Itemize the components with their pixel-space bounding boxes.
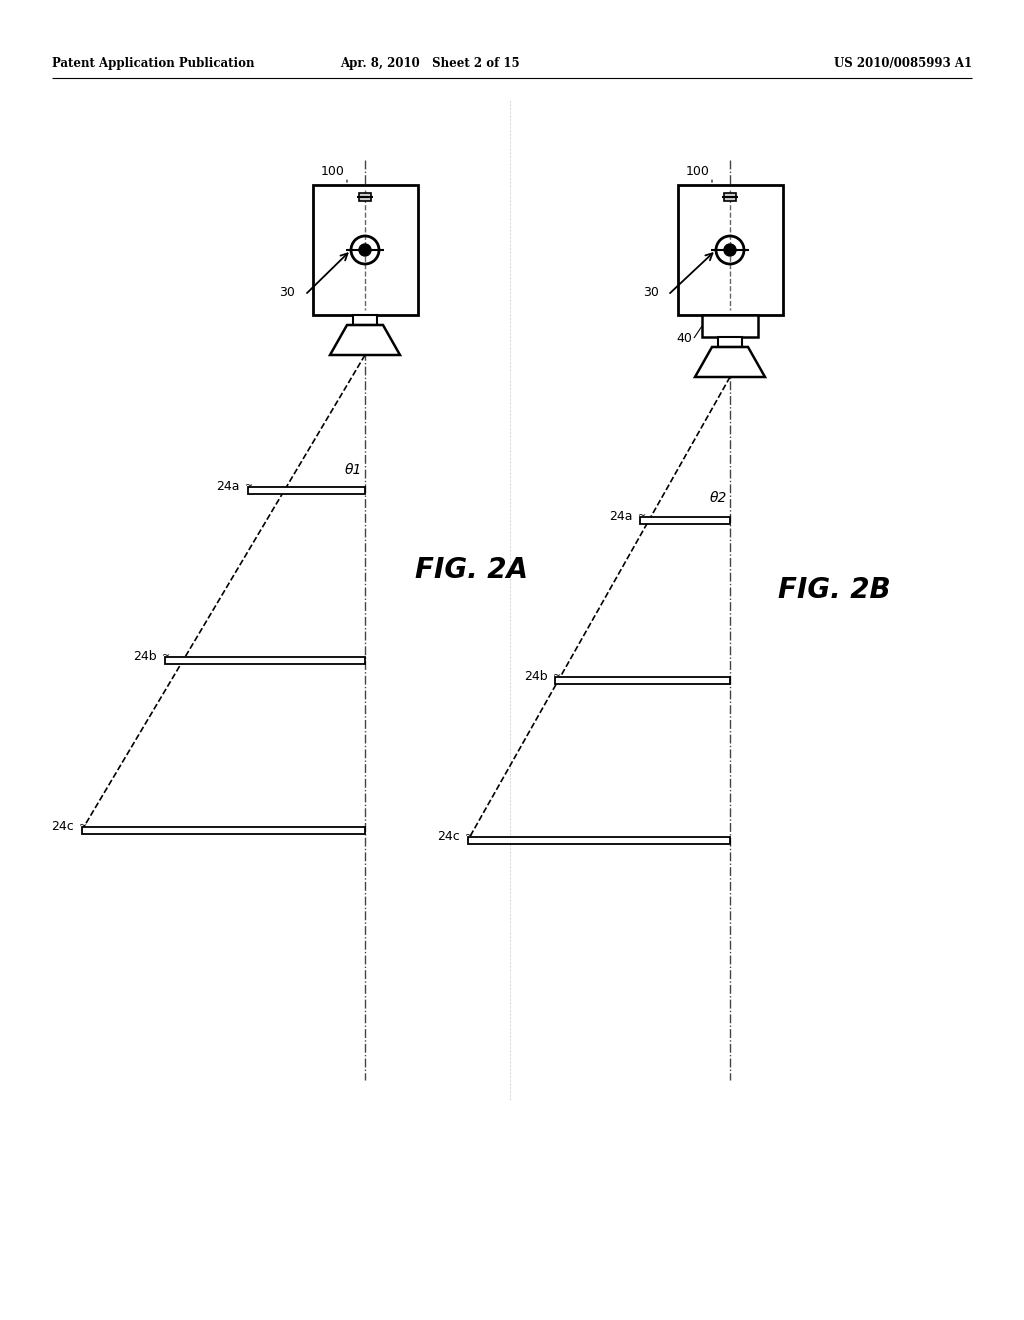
Text: 24b: 24b [524, 671, 548, 684]
Text: ~: ~ [162, 651, 170, 661]
Text: FIG. 2B: FIG. 2B [778, 576, 891, 605]
Text: ~: ~ [79, 821, 87, 832]
Text: 40: 40 [676, 331, 692, 345]
Text: 24c: 24c [437, 830, 460, 843]
Text: ~: ~ [245, 480, 253, 491]
Bar [718, 337, 742, 347]
Text: FIG. 2A: FIG. 2A [415, 556, 528, 583]
Text: 24b: 24b [133, 651, 157, 664]
Bar [468, 837, 730, 843]
Bar [312, 185, 418, 315]
Bar [82, 826, 365, 833]
Bar [248, 487, 365, 494]
Text: Apr. 8, 2010   Sheet 2 of 15: Apr. 8, 2010 Sheet 2 of 15 [340, 57, 520, 70]
Bar [353, 315, 377, 325]
Bar [640, 516, 730, 524]
Text: ~: ~ [553, 671, 561, 681]
Text: θ1: θ1 [344, 463, 361, 477]
Text: ~: ~ [638, 511, 646, 521]
Text: 24c: 24c [51, 821, 74, 833]
Circle shape [359, 244, 371, 256]
Text: θ2: θ2 [710, 491, 727, 506]
Bar [724, 193, 736, 201]
Circle shape [724, 244, 736, 256]
Bar [359, 193, 371, 201]
Polygon shape [330, 325, 400, 355]
Text: Patent Application Publication: Patent Application Publication [52, 57, 255, 70]
Text: 24a: 24a [216, 480, 240, 494]
Text: ~: ~ [465, 832, 473, 841]
Bar [678, 185, 782, 315]
Bar [165, 656, 365, 664]
Text: 30: 30 [280, 285, 295, 298]
Text: 100: 100 [686, 165, 710, 178]
Text: 24a: 24a [609, 511, 633, 524]
Bar [702, 315, 758, 337]
Polygon shape [695, 347, 765, 378]
Text: 30: 30 [643, 285, 659, 298]
Text: US 2010/0085993 A1: US 2010/0085993 A1 [834, 57, 972, 70]
Text: 100: 100 [322, 165, 345, 178]
Bar [555, 676, 730, 684]
